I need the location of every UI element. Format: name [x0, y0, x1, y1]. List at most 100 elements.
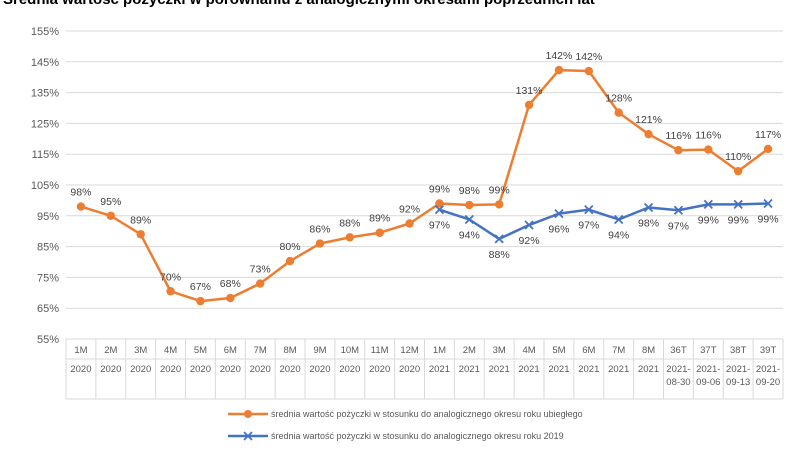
x-tick-label: 2021 — [548, 364, 569, 375]
data-label: 97% — [668, 220, 689, 232]
x-tick-label: 7M — [612, 345, 625, 356]
legend-label: średnia wartość pożyczki w stosunku do a… — [271, 431, 564, 441]
data-point — [584, 66, 594, 76]
data-point — [554, 65, 564, 75]
y-tick-label: 95% — [37, 211, 59, 223]
y-tick-label: 155% — [31, 26, 59, 38]
data-label: 97% — [429, 220, 450, 232]
x-tick-label: 5M — [194, 345, 207, 356]
data-label: 73% — [250, 264, 271, 276]
data-point — [703, 199, 713, 210]
x-tick-label: 2021- — [756, 364, 780, 375]
data-point — [643, 202, 654, 213]
data-label: 99% — [489, 184, 510, 196]
data-point — [166, 287, 175, 296]
x-tick-label: 2021 — [578, 364, 599, 375]
data-point — [673, 205, 684, 215]
x-tick-label: 39T — [760, 345, 777, 356]
x-tick-label: 2020 — [369, 364, 390, 375]
data-point — [375, 228, 384, 237]
data-label: 88% — [339, 217, 360, 229]
chart-title: Średnia wartość pożyczki w porównaniu z … — [3, 0, 595, 8]
x-tick-label: 2021 — [429, 364, 450, 375]
data-point — [76, 202, 86, 211]
data-label: 88% — [489, 249, 510, 261]
data-point — [763, 144, 773, 154]
legend-marker — [243, 431, 253, 441]
data-label: 89% — [369, 213, 390, 225]
y-tick-label: 135% — [31, 88, 59, 100]
x-tick-label: 1M — [74, 345, 87, 356]
data-label: 110% — [725, 151, 751, 163]
data-point — [106, 211, 116, 220]
data-label: 95% — [100, 196, 121, 208]
x-axis: 1M 2020 2M 2020 3M 2020 4M 2020 5M 2020 6M 2020 7M 20… — [65, 338, 784, 400]
data-point — [674, 145, 683, 155]
data-point — [494, 200, 504, 209]
data-label: 96% — [548, 224, 569, 236]
data-point — [644, 129, 653, 139]
data-label: 89% — [130, 214, 151, 226]
data-label: 70% — [160, 271, 181, 283]
data-label: 80% — [280, 241, 301, 253]
x-tick-label: 2M — [104, 345, 117, 356]
data-label: 98% — [459, 185, 480, 197]
x-tick-label: 8M — [283, 345, 296, 356]
data-point — [315, 239, 325, 248]
data-point — [704, 145, 713, 154]
data-point — [554, 209, 564, 219]
x-tick-label: 36T — [670, 345, 687, 356]
x-tick-label: 2020 — [279, 364, 300, 375]
x-tick-label: 1M — [433, 345, 446, 356]
data-label: 99% — [758, 213, 779, 225]
data-point — [285, 256, 295, 266]
data-point — [345, 233, 355, 242]
data-label: 98% — [70, 187, 91, 199]
legend-label: średnia wartość pożyczki w stosunku do a… — [271, 409, 583, 419]
x-tick-label: 2020 — [399, 364, 420, 375]
x-tick-label: 6M — [582, 345, 595, 356]
data-point — [136, 230, 145, 239]
x-tick-label: 37T — [700, 345, 717, 356]
y-tick-label: 145% — [31, 57, 59, 69]
data-label: 97% — [578, 220, 599, 232]
data-point — [434, 205, 445, 215]
x-tick-label: 10M — [341, 345, 360, 356]
data-label: 128% — [605, 93, 632, 105]
y-tick-label: 115% — [32, 149, 60, 161]
data-label: 99% — [698, 214, 719, 226]
x-tick-label: 7M — [254, 345, 267, 356]
x-tick-label: 4M — [522, 345, 535, 356]
data-label: 117% — [755, 129, 781, 141]
data-label: 94% — [459, 229, 480, 241]
x-tick-label: 2021 — [489, 364, 510, 375]
x-tick-label: 2020 — [160, 364, 181, 375]
gridlines — [66, 30, 783, 340]
legend-marker — [244, 410, 252, 418]
x-tick-label: 2021 — [459, 364, 480, 375]
x-tick-label: 8M — [642, 345, 655, 356]
series-line — [439, 202, 769, 241]
series-line — [80, 68, 769, 303]
x-tick-label: 2M — [463, 345, 476, 356]
y-axis: 55% 65% 75% 85% 95% 105% 115% 125% 135% 145% 155% — [31, 26, 59, 346]
x-tick-label: 2020 — [250, 364, 271, 375]
data-point — [464, 214, 474, 225]
data-point — [614, 108, 623, 117]
data-label: 116% — [665, 130, 691, 142]
data-point — [435, 199, 444, 208]
data-label: 94% — [608, 229, 629, 241]
x-tick-label: 2020 — [130, 364, 151, 375]
x-tick-label: 09-06 — [696, 377, 720, 388]
y-tick-label: 105% — [31, 180, 59, 192]
x-tick-label: 11M — [371, 345, 389, 356]
x-tick-label: 2020 — [190, 364, 211, 375]
x-tick-label: 2020 — [70, 364, 91, 375]
data-label: 121% — [635, 114, 662, 126]
data-label: 67% — [190, 281, 211, 293]
data-point — [524, 220, 534, 230]
data-point — [196, 296, 205, 306]
x-tick-label: 09-20 — [756, 377, 780, 388]
x-tick-label: 2020 — [309, 364, 330, 375]
